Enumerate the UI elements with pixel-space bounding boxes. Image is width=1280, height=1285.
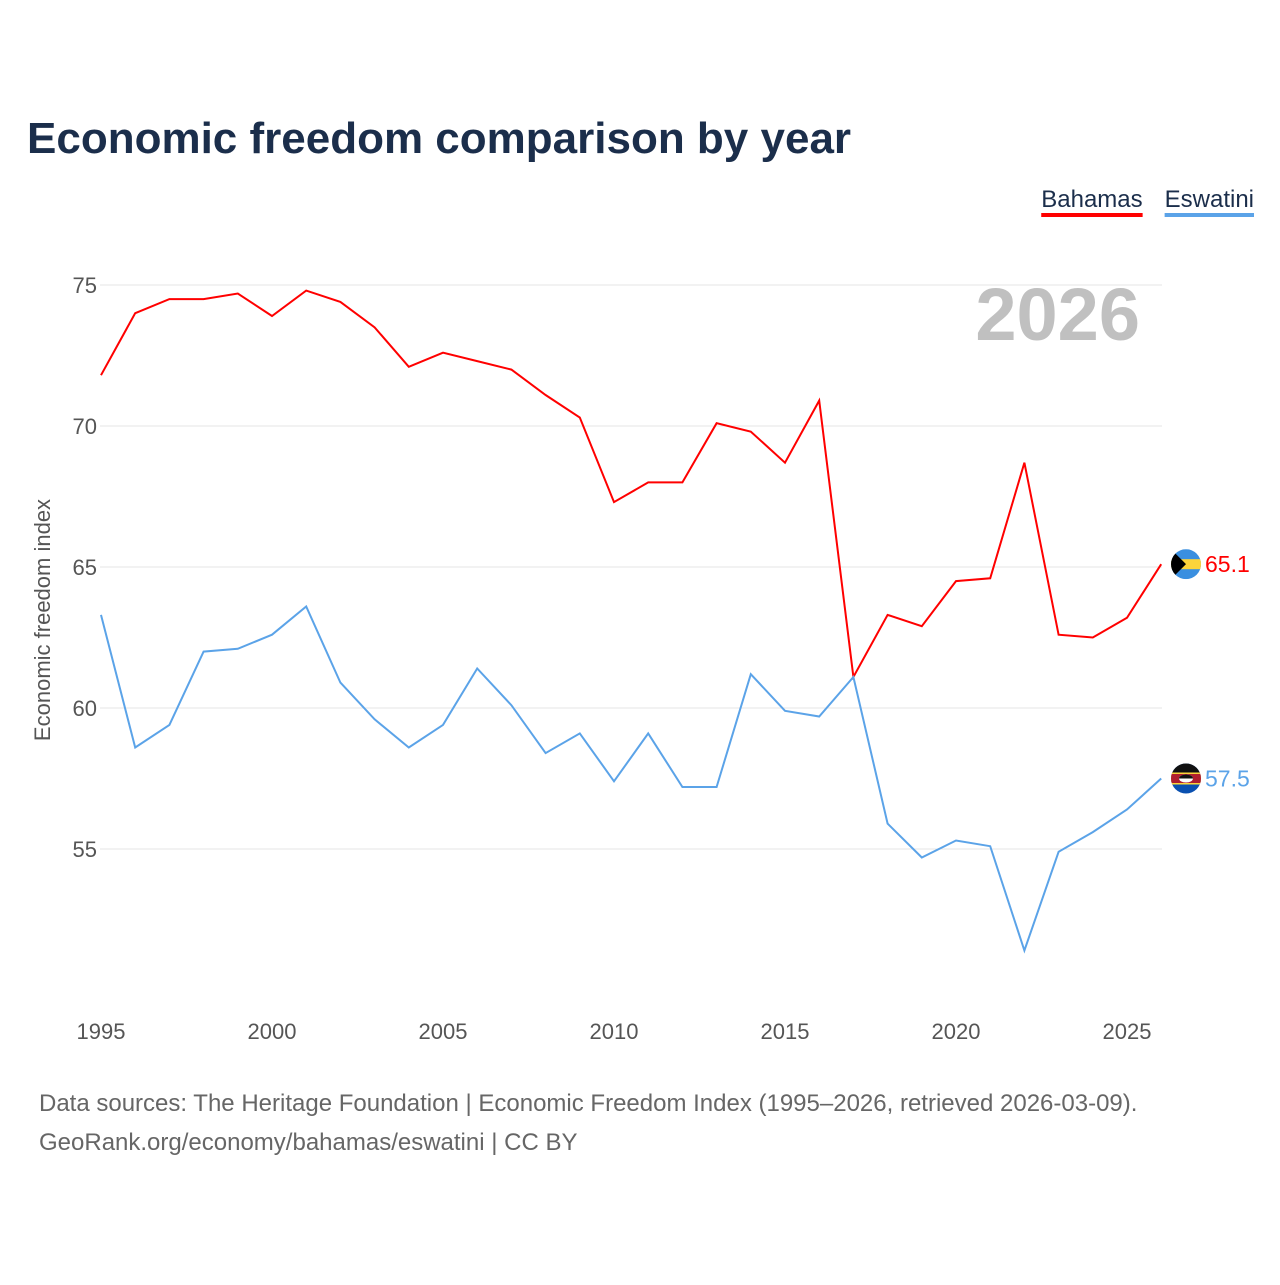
y-axis-label: Economic freedom index bbox=[30, 499, 55, 741]
chart-title: Economic freedom comparison by year bbox=[27, 114, 851, 163]
y-tick-label: 70 bbox=[73, 414, 97, 439]
watermark-year: 2026 bbox=[975, 273, 1140, 356]
legend-swatch bbox=[1164, 213, 1254, 217]
footer-source: Data sources: The Heritage Foundation | … bbox=[39, 1090, 1137, 1117]
end-labels: 65.1 57.5 bbox=[1171, 549, 1250, 794]
x-tick-label: 1995 bbox=[77, 1019, 126, 1044]
legend: Eswatini Bahamas bbox=[1041, 186, 1254, 217]
end-value-label: 57.5 bbox=[1205, 766, 1250, 792]
footer-credit[interactable]: GeoRank.org/economy/bahamas/eswatini | C… bbox=[39, 1129, 578, 1156]
y-tick-label: 60 bbox=[73, 696, 97, 721]
x-tick-label: 2015 bbox=[761, 1019, 810, 1044]
x-axis-ticks: 1995 2000 2005 2010 2015 2020 2025 bbox=[77, 1019, 1152, 1044]
end-value-label: 65.1 bbox=[1205, 551, 1250, 577]
gridlines: 55 60 65 70 75 bbox=[73, 273, 1162, 862]
eswatini-flag-icon bbox=[1171, 763, 1201, 794]
legend-item-eswatini[interactable]: Eswatini bbox=[1165, 186, 1254, 213]
y-tick-label: 55 bbox=[73, 837, 97, 862]
legend-item-bahamas[interactable]: Bahamas bbox=[1041, 186, 1142, 213]
series-lines bbox=[100, 289, 1163, 954]
x-tick-label: 2010 bbox=[590, 1019, 639, 1044]
x-tick-label: 2025 bbox=[1103, 1019, 1152, 1044]
legend-swatch bbox=[1041, 213, 1143, 217]
series-line-bahamas bbox=[100, 289, 1163, 681]
series-line-eswatini bbox=[100, 604, 1162, 954]
x-tick-label: 2020 bbox=[932, 1019, 981, 1044]
y-tick-label: 75 bbox=[73, 273, 97, 298]
y-tick-label: 65 bbox=[73, 555, 97, 580]
bahamas-flag-icon bbox=[1171, 549, 1201, 580]
x-tick-label: 2000 bbox=[248, 1019, 297, 1044]
x-tick-label: 2005 bbox=[419, 1019, 468, 1044]
